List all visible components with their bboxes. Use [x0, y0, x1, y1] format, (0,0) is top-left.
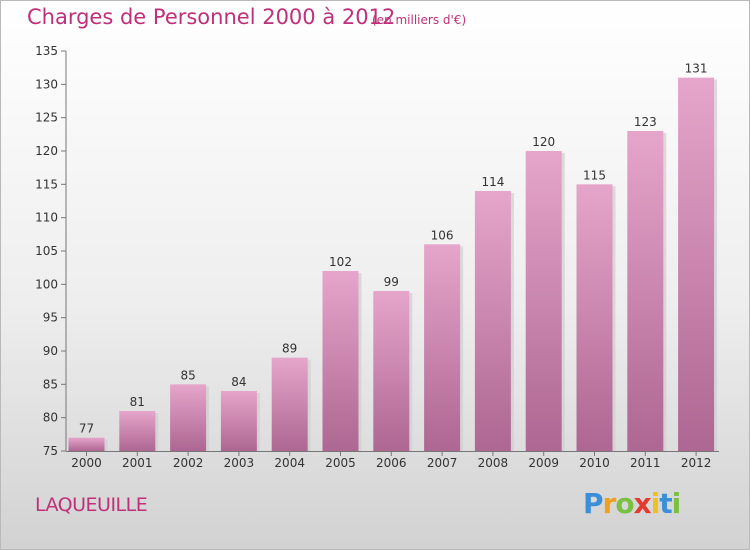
- x-tick-label: 2001: [122, 456, 153, 470]
- brand-letter: t: [659, 487, 672, 520]
- bar-value-label: 99: [384, 275, 399, 289]
- bar-value-label: 84: [231, 375, 246, 389]
- bar-value-label: 85: [180, 368, 195, 382]
- bar-value-label: 123: [634, 115, 657, 129]
- y-tick-label: 100: [35, 277, 58, 291]
- y-tick-label: 95: [43, 311, 58, 325]
- chart-subtitle: (en milliers d'€): [372, 13, 467, 27]
- bar-value-label: 81: [130, 395, 145, 409]
- bar: [68, 437, 105, 451]
- x-tick-label: 2010: [579, 456, 610, 470]
- y-tick-label: 75: [43, 444, 58, 458]
- brand-letter: x: [633, 487, 652, 520]
- bar-value-label: 77: [79, 422, 94, 436]
- bar-value-label: 120: [532, 135, 555, 149]
- bar: [119, 411, 156, 451]
- y-tick-label: 135: [35, 44, 58, 58]
- x-tick-label: 2012: [681, 456, 712, 470]
- bar: [474, 191, 511, 451]
- x-tick-label: 2005: [325, 456, 356, 470]
- y-tick-label: 85: [43, 377, 58, 391]
- y-tick-label: 120: [35, 144, 58, 158]
- bar-value-label: 114: [481, 175, 504, 189]
- brand-logo: Proxiti: [583, 487, 682, 520]
- x-tick-label: 2008: [478, 456, 509, 470]
- bar: [271, 357, 308, 451]
- bar-value-label: 115: [583, 168, 606, 182]
- x-tick-label: 2004: [274, 456, 305, 470]
- bar-value-label: 131: [685, 62, 708, 76]
- brand-letter: r: [602, 487, 617, 520]
- bar-value-label: 102: [329, 255, 352, 269]
- bar: [678, 77, 715, 452]
- y-tick-label: 80: [43, 411, 58, 425]
- x-tick-label: 2003: [224, 456, 255, 470]
- y-tick-label: 90: [43, 344, 58, 358]
- bar: [525, 151, 562, 451]
- bar: [627, 131, 664, 451]
- x-tick-label: 2007: [427, 456, 458, 470]
- bar: [322, 271, 359, 451]
- x-tick-label: 2006: [376, 456, 407, 470]
- y-tick-label: 125: [35, 111, 58, 125]
- bar: [424, 244, 461, 451]
- brand-letter: P: [583, 487, 604, 520]
- brand-letter: o: [615, 487, 634, 520]
- x-tick-label: 2002: [173, 456, 204, 470]
- bar: [220, 391, 257, 451]
- brand-letter: i: [650, 487, 661, 520]
- bar-value-label: 89: [282, 342, 297, 356]
- y-tick-label: 115: [35, 177, 58, 191]
- chart-title: Charges de Personnel 2000 à 2012: [27, 5, 396, 29]
- x-tick-label: 2011: [630, 456, 661, 470]
- y-tick-label: 110: [35, 211, 58, 225]
- bar: [373, 291, 410, 451]
- brand-letter: i: [671, 487, 682, 520]
- location-label: LAQUEUILLE: [35, 494, 148, 516]
- x-tick-label: 2009: [528, 456, 559, 470]
- x-tick-label: 2000: [71, 456, 102, 470]
- bar: [576, 184, 613, 452]
- bar-value-label: 106: [431, 228, 454, 242]
- y-tick-label: 105: [35, 244, 58, 258]
- bar: [170, 384, 207, 451]
- y-tick-label: 130: [35, 77, 58, 91]
